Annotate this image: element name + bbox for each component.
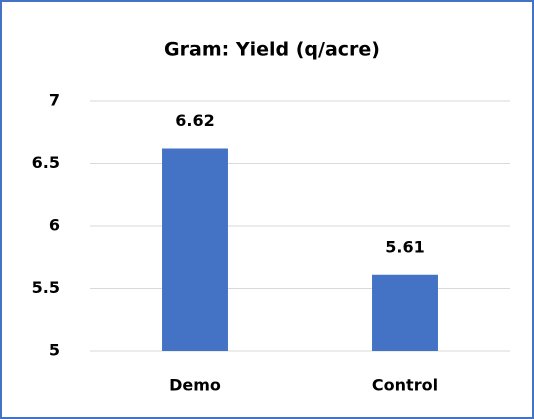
chart-title: Gram: Yield (q/acre) [164, 39, 380, 61]
bar [162, 148, 228, 351]
y-tick-label: 7 [49, 91, 60, 110]
y-tick-label: 6.5 [32, 153, 60, 172]
y-tick-label: 5.5 [32, 278, 60, 297]
bar [372, 274, 438, 351]
x-tick-label: Demo [169, 376, 221, 395]
y-tick-label: 6 [49, 216, 60, 235]
data-label: 6.62 [175, 111, 214, 130]
x-tick-label: Control [372, 376, 438, 395]
data-label: 5.61 [385, 237, 424, 256]
y-tick-label: 5 [49, 341, 60, 360]
